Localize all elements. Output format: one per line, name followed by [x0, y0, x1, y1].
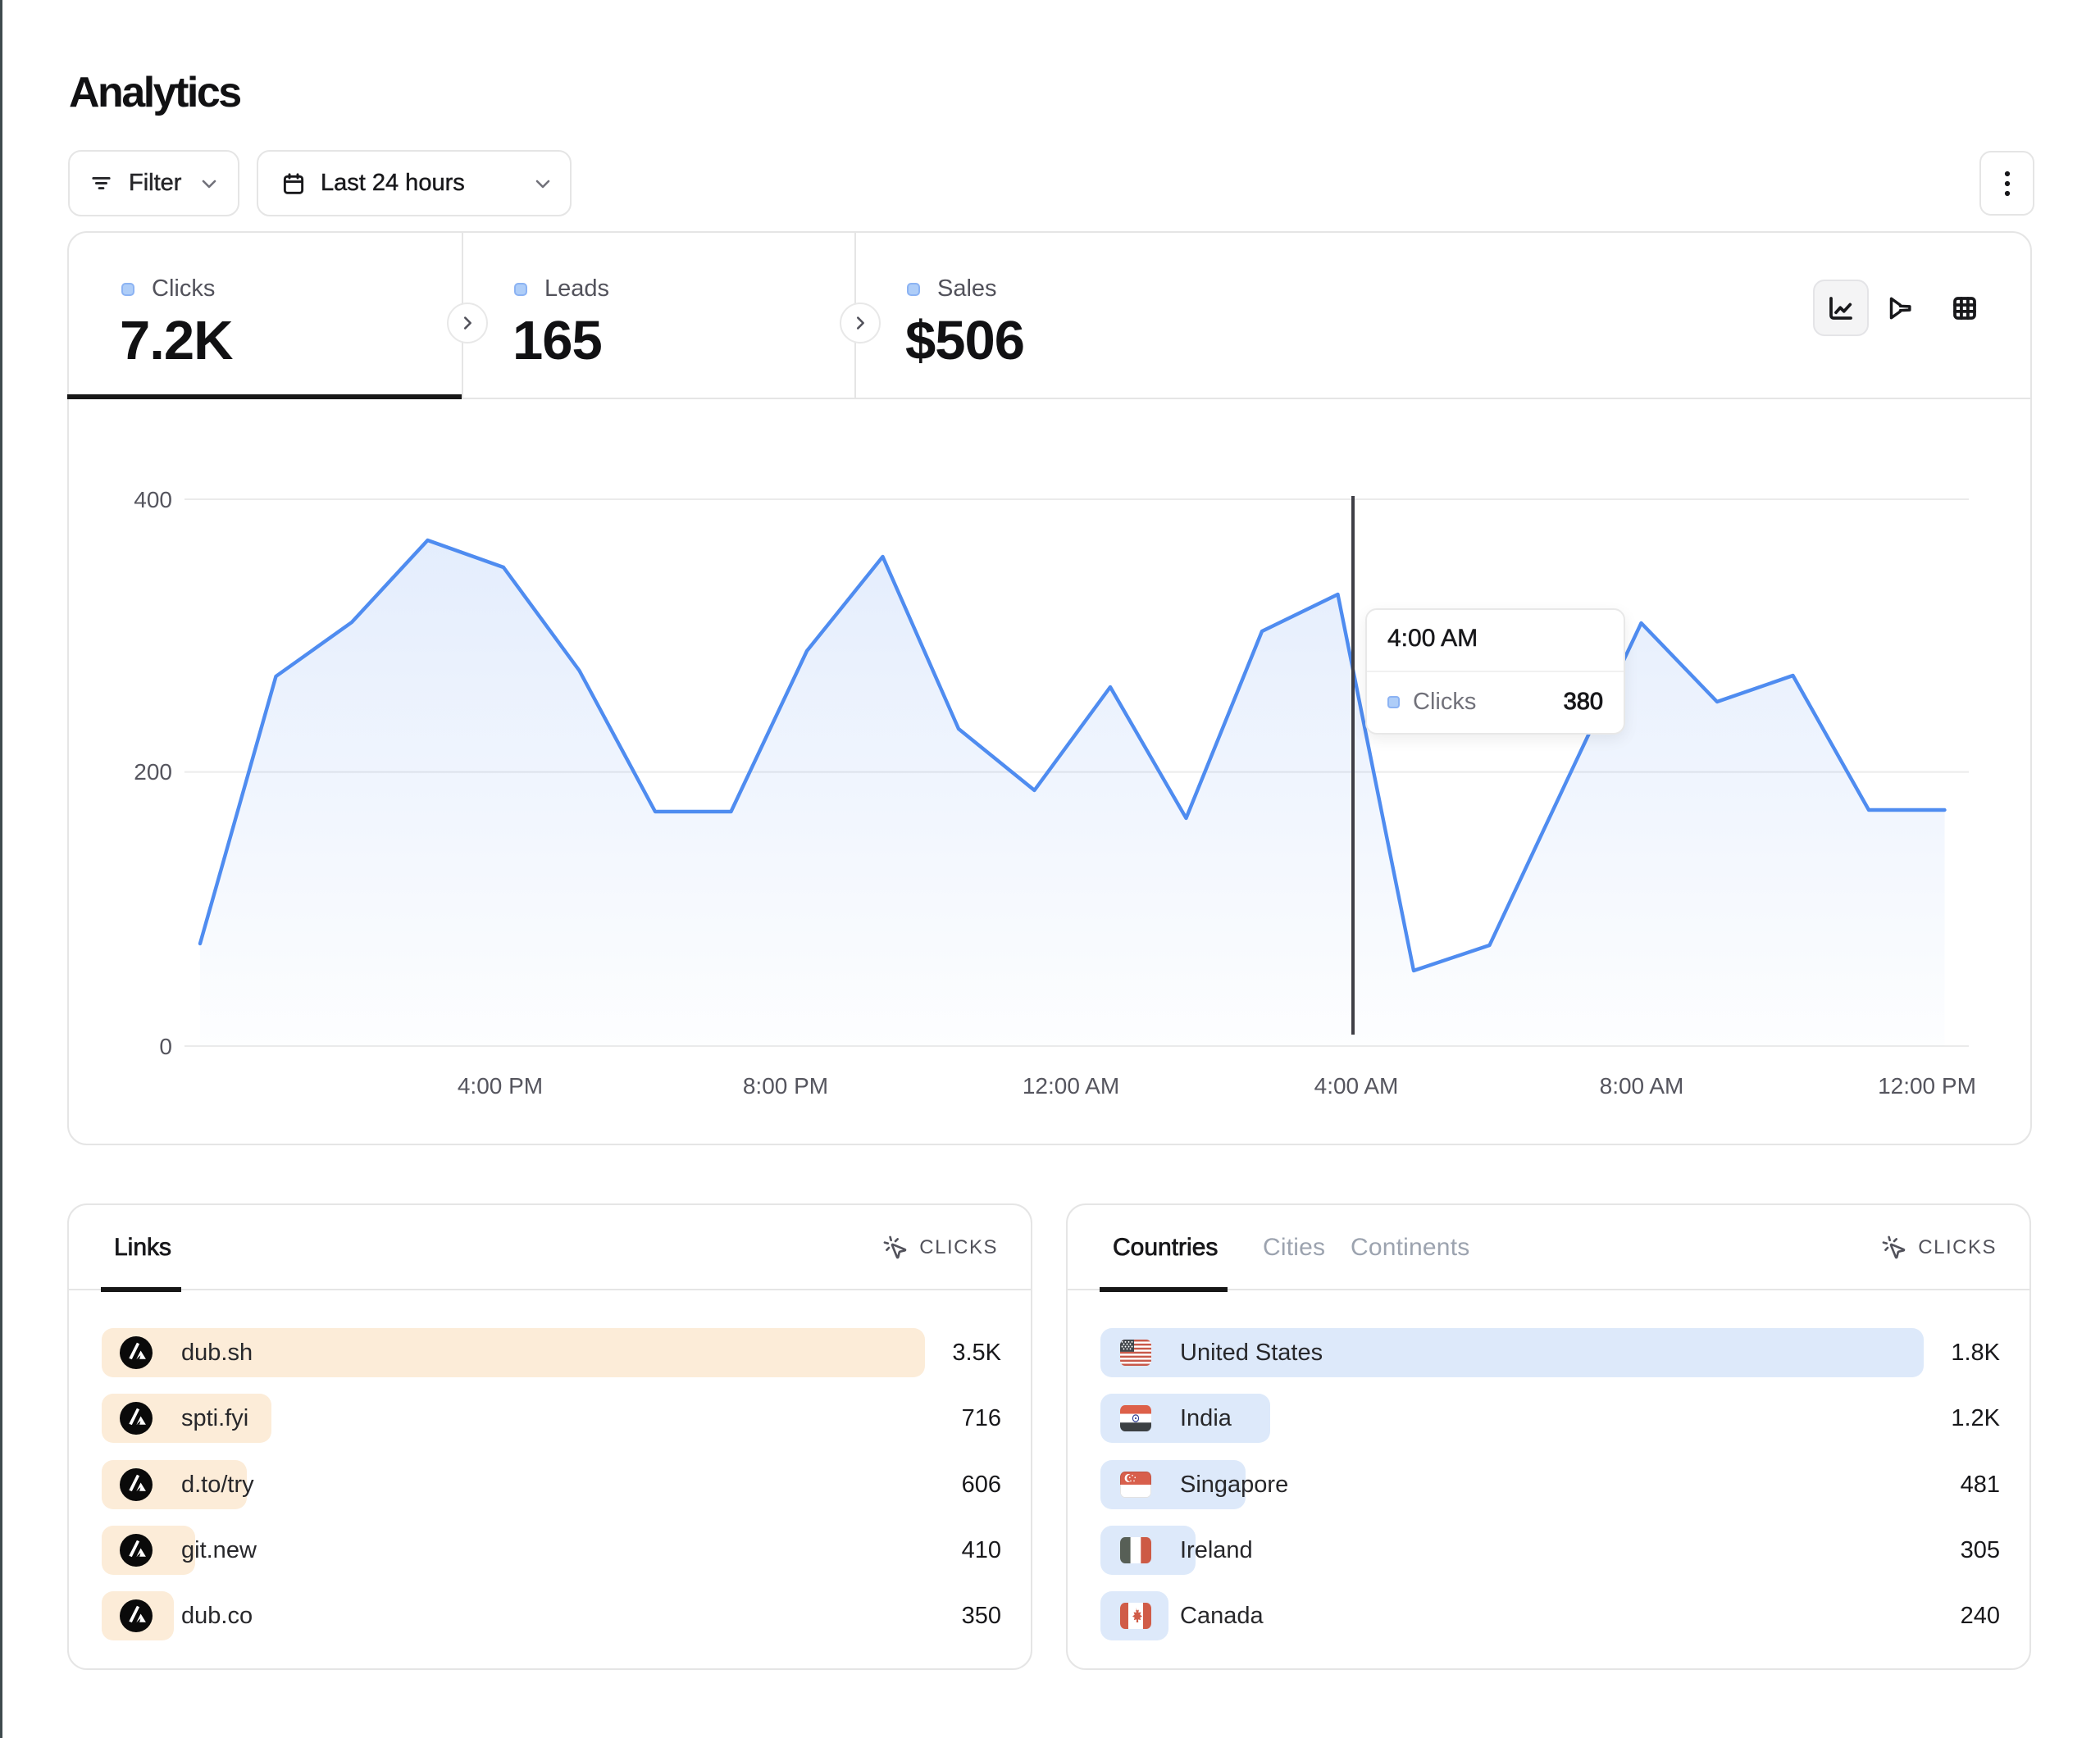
svg-text:12:00 AM: 12:00 AM: [1023, 1073, 1119, 1099]
svg-text:400: 400: [134, 487, 172, 512]
svg-text:200: 200: [134, 759, 172, 785]
svg-text:8:00 PM: 8:00 PM: [743, 1073, 828, 1099]
svg-text:12:00 PM: 12:00 PM: [1878, 1073, 1976, 1099]
svg-text:8:00 AM: 8:00 AM: [1600, 1073, 1684, 1099]
svg-text:0: 0: [159, 1034, 172, 1059]
svg-text:4:00 AM: 4:00 AM: [1314, 1073, 1399, 1099]
svg-text:4:00 PM: 4:00 PM: [458, 1073, 543, 1099]
